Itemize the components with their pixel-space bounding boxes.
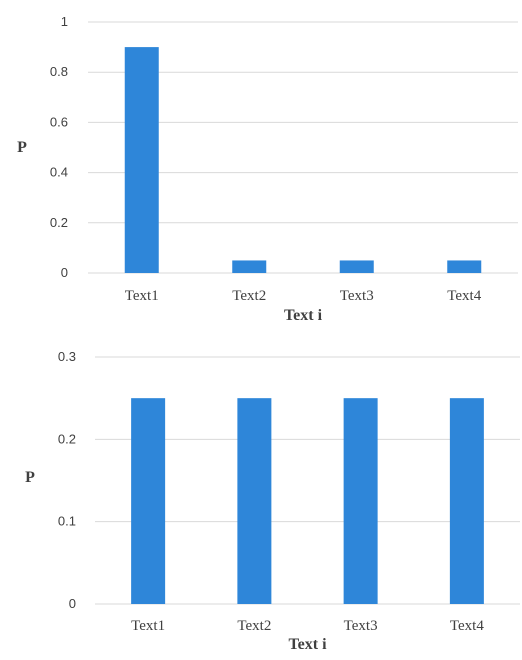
x-tick-label: Text2 <box>232 288 266 304</box>
bar <box>343 398 378 604</box>
x-axis-title: Text i <box>288 636 327 653</box>
y-tick-label: 0 <box>61 265 68 280</box>
bar <box>339 260 374 273</box>
bar <box>131 398 166 604</box>
y-tick-label: 0.2 <box>58 431 76 446</box>
y-tick-label: 0.8 <box>50 64 68 79</box>
y-tick-label: 0.6 <box>50 114 68 129</box>
y-tick-label: 0.1 <box>58 514 76 529</box>
y-axis-title: P <box>17 139 27 156</box>
bar <box>232 260 267 273</box>
x-tick-label: Text3 <box>344 618 378 634</box>
chart-bottom: 0 0.1 0.2 0.3 Text1 Text2 Text3 Text4 Text i P <box>25 349 520 653</box>
x-axis-title: Text i <box>284 307 323 324</box>
x-tick-label: Text4 <box>447 288 481 304</box>
y-tick-label: 0.4 <box>50 165 68 180</box>
y-tick-label: 1 <box>61 14 68 29</box>
x-tick-label: Text2 <box>237 618 271 634</box>
x-tick-label: Text1 <box>125 288 159 304</box>
y-axis-title: P <box>25 469 35 486</box>
y-tick-label: 0.2 <box>50 215 68 230</box>
x-tick-label: Text3 <box>340 288 374 304</box>
chart-top: 0 0.2 0.4 0.6 0.8 1 Text1 Text2 Text3 Text4 Text i… <box>17 14 518 324</box>
bar <box>447 260 482 273</box>
x-tick-label: Text1 <box>131 618 165 634</box>
y-tick-label: 0.3 <box>58 349 76 364</box>
bar <box>124 47 159 273</box>
bar <box>237 398 272 604</box>
y-tick-label: 0 <box>69 596 76 611</box>
x-tick-label: Text4 <box>450 618 484 634</box>
bar <box>449 398 484 604</box>
